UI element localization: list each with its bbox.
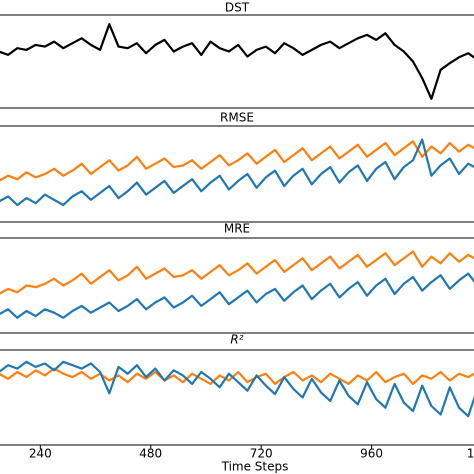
- panel-title: MRE: [224, 222, 250, 236]
- x-tick-label: 240: [29, 447, 52, 461]
- x-tick-label: 960: [360, 447, 383, 461]
- series-line: [0, 250, 474, 295]
- series-line: [0, 138, 474, 207]
- series-line: [0, 272, 474, 319]
- x-tick-label: 1200: [467, 447, 474, 461]
- panel-frame: [0, 125, 474, 223]
- panel-frame: [0, 14, 474, 109]
- series-line: [0, 360, 474, 418]
- panel-title: R²: [230, 333, 243, 347]
- panel-title: RMSE: [220, 111, 254, 125]
- x-tick-label: 720: [250, 447, 273, 461]
- panel-title: DST: [225, 1, 250, 15]
- panel-frame: [0, 349, 474, 446]
- series-line: [0, 23, 474, 100]
- series-line: [0, 367, 474, 385]
- series-line: [0, 140, 474, 182]
- panel-frame: [0, 237, 474, 334]
- x-tick-label: 480: [139, 447, 162, 461]
- x-axis-label: Time Steps: [221, 460, 289, 474]
